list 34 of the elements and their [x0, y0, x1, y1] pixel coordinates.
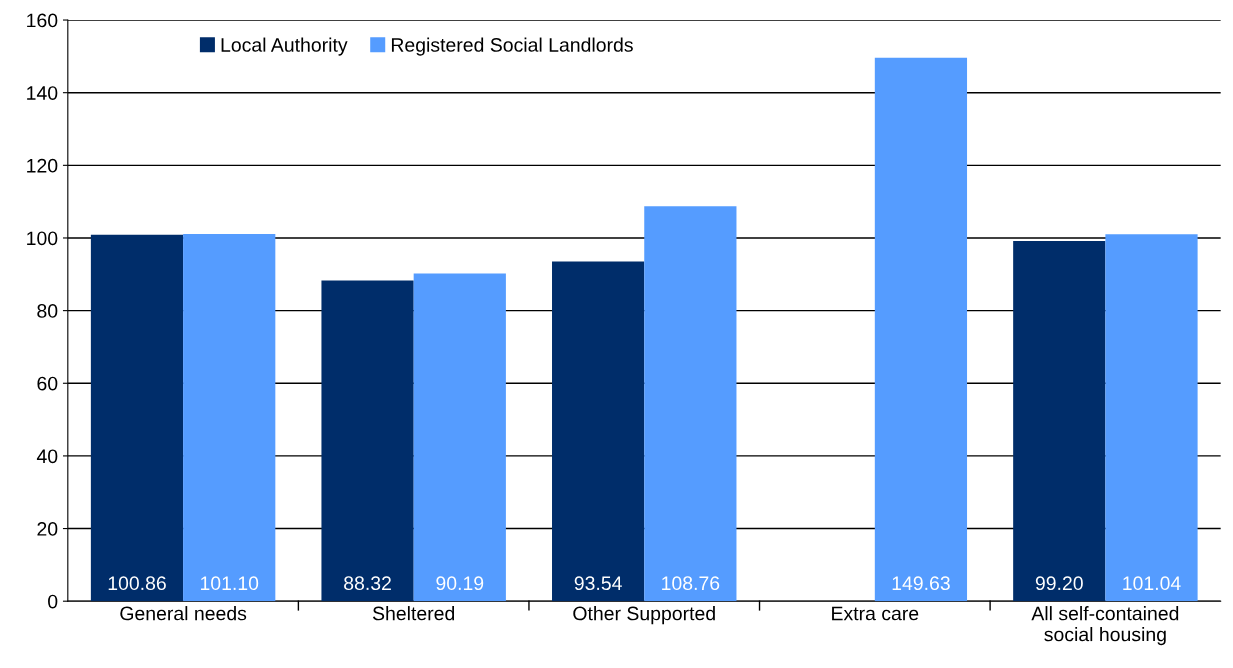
- x-tick-label: Extra care: [832, 606, 919, 621]
- y-tick-label: 140: [27, 86, 58, 100]
- bar: [90, 234, 184, 602]
- bar: [321, 280, 414, 602]
- data-label: 99.20: [1035, 576, 1083, 591]
- bar: [413, 273, 506, 602]
- y-tick-label: 60: [37, 376, 58, 391]
- y-tick-label: 100: [27, 231, 58, 246]
- data-label: 93.54: [574, 576, 622, 591]
- y-tick-label: 80: [37, 304, 58, 318]
- y-tick-label: 120: [27, 158, 58, 173]
- data-label: 101.10: [200, 576, 259, 591]
- y-tick-label: 0: [48, 594, 58, 609]
- bar: [874, 57, 968, 602]
- y-tick-label: 160: [27, 13, 58, 28]
- y-tick-label: 40: [36, 449, 58, 464]
- x-tick-label: Sheltered: [372, 606, 455, 621]
- x-tick-label: Other Supported: [573, 606, 715, 625]
- bar: [552, 261, 645, 602]
- bar: [1105, 234, 1198, 602]
- data-label: 88.32: [344, 576, 391, 591]
- x-tick-label: All self-contained social housing: [1031, 606, 1179, 646]
- legend-label: Local Authority: [221, 37, 348, 56]
- data-label: 90.19: [436, 576, 484, 591]
- y-tick-label: 20: [37, 522, 58, 536]
- bar: [1013, 240, 1106, 602]
- bar: [644, 206, 737, 602]
- data-label: 108.76: [662, 576, 720, 591]
- bar: [183, 233, 276, 602]
- data-label: 100.86: [108, 576, 166, 591]
- x-tick-label: General needs: [120, 606, 247, 621]
- data-label: 101.04: [1123, 576, 1181, 591]
- data-label: 149.63: [892, 576, 950, 591]
- legend-label: Registered Social Landlords: [391, 37, 633, 56]
